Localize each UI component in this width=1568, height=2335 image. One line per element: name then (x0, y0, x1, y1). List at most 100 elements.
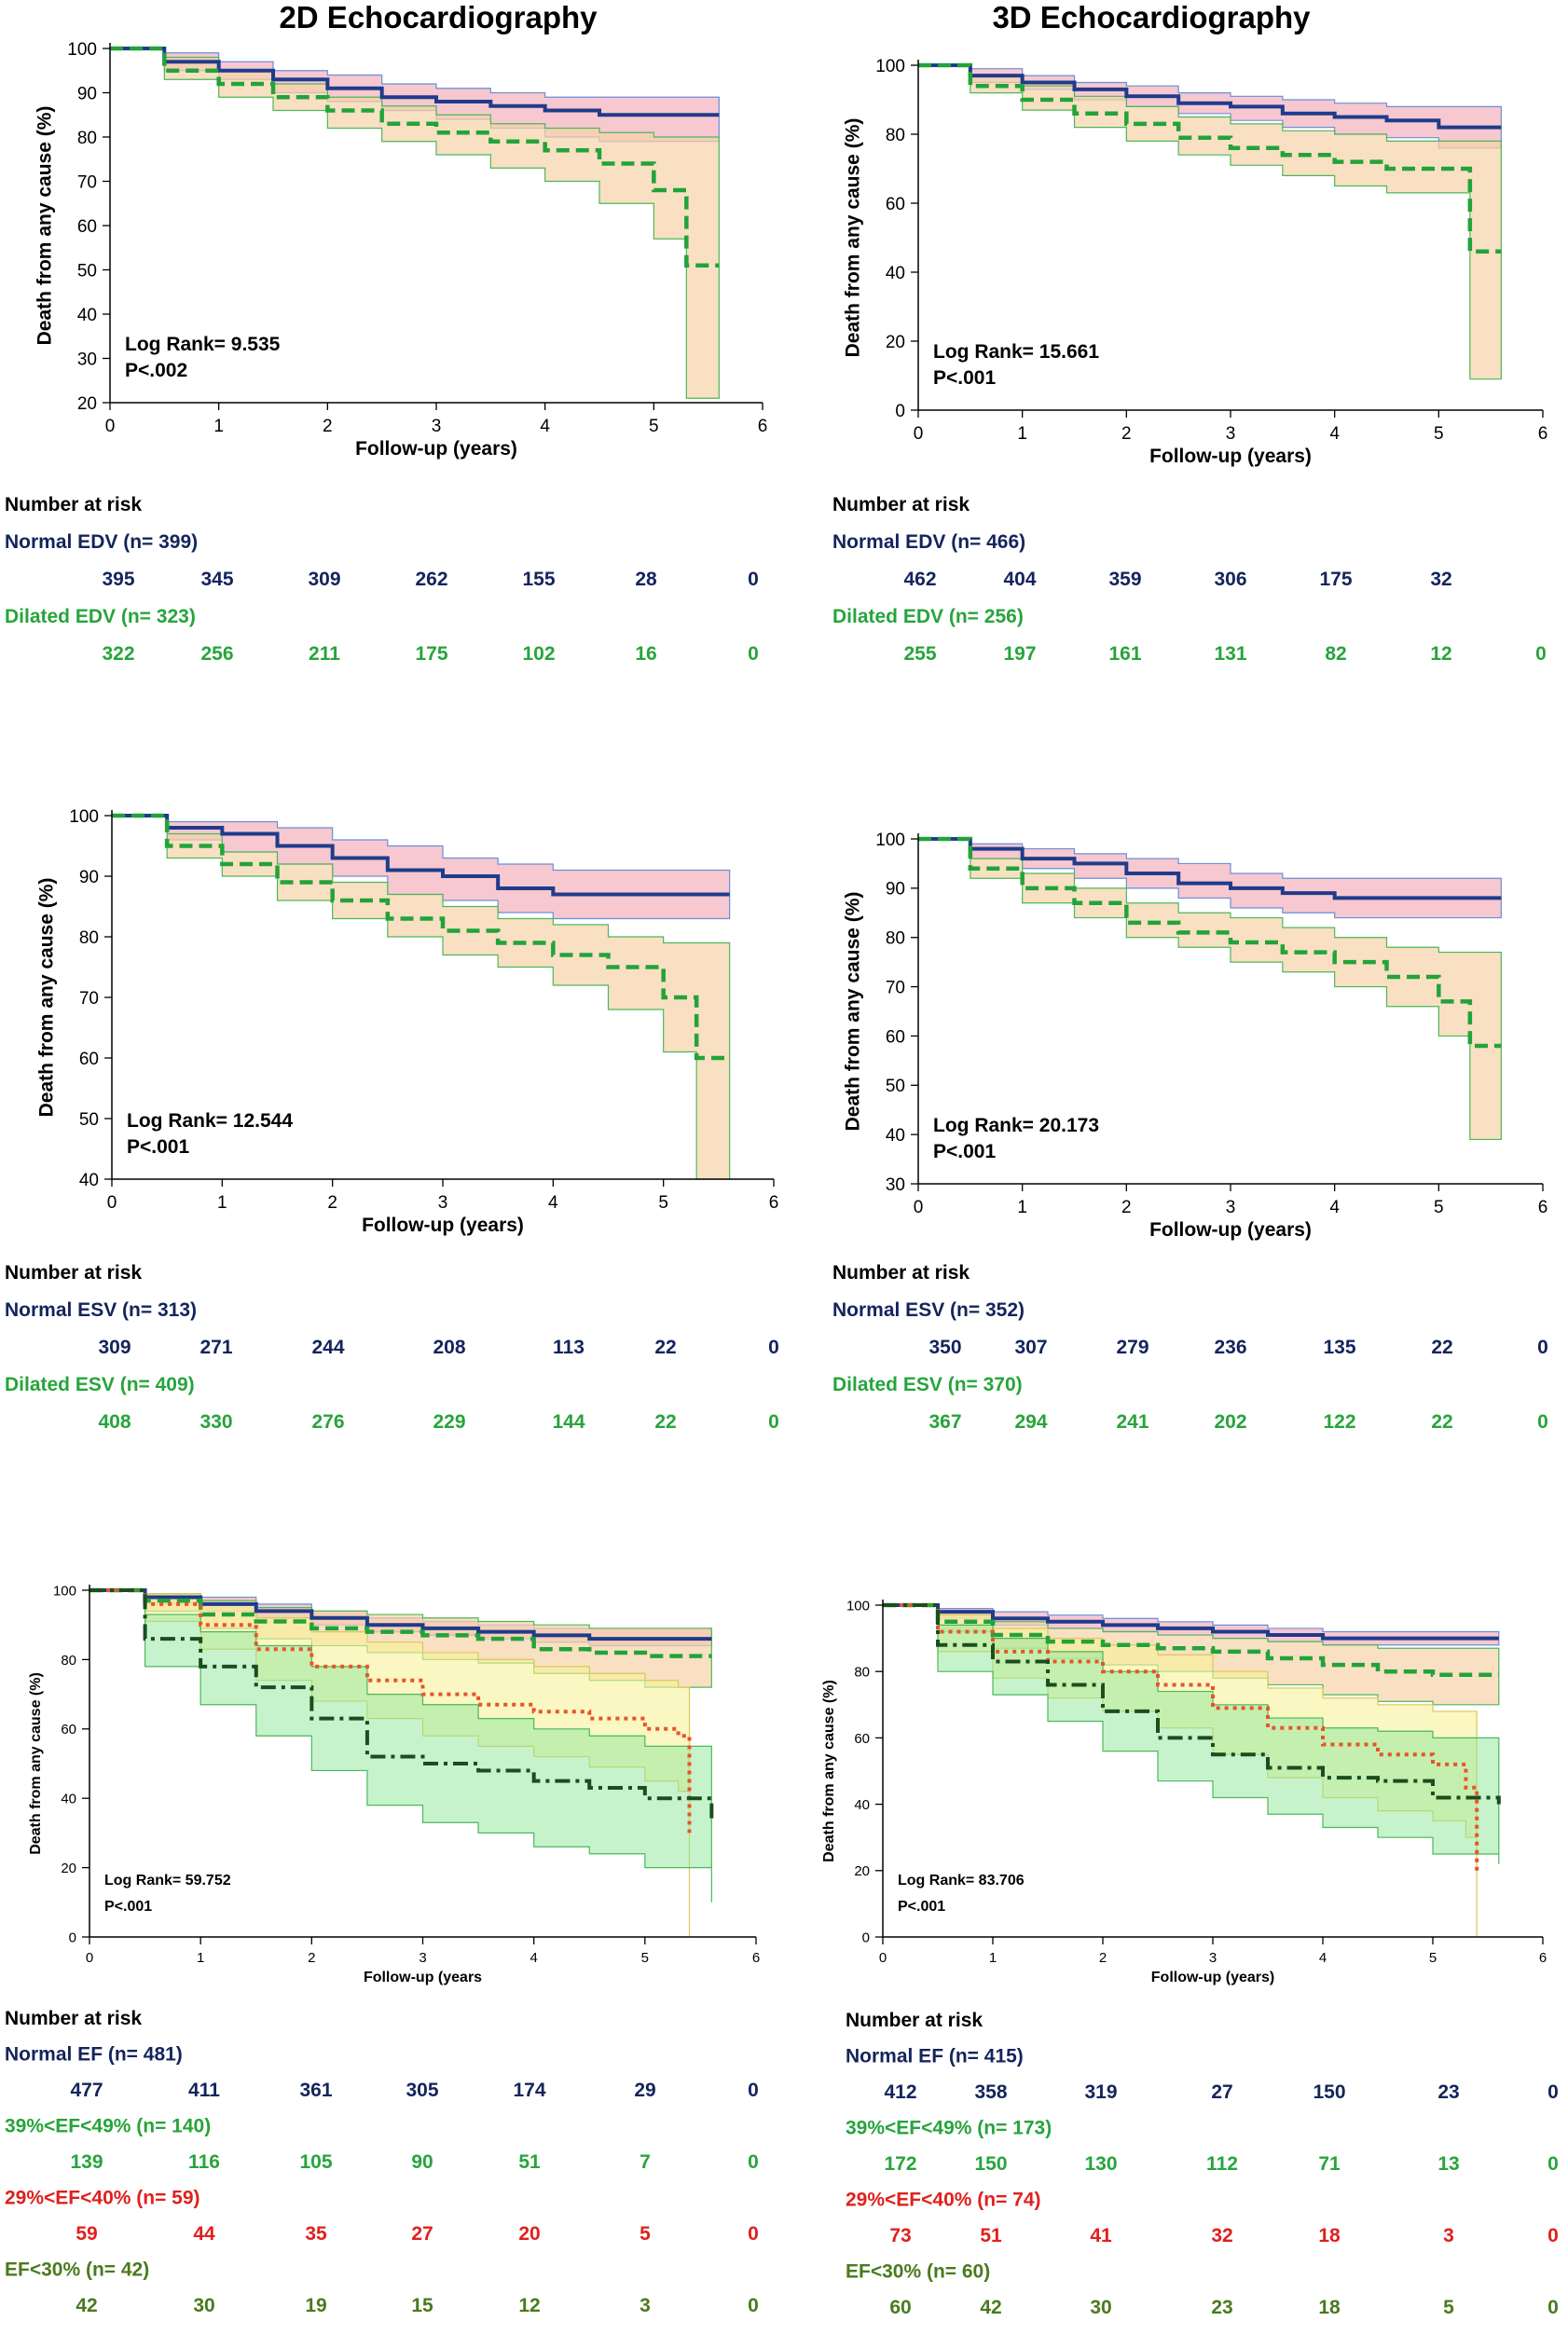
y-tick-label: 20 (61, 1861, 76, 1876)
risk-count: 0 (1537, 1337, 1548, 1358)
risk-count: 139 (70, 2151, 103, 2173)
x-tick-label: 5 (641, 1950, 649, 1966)
x-tick-label: 1 (213, 417, 224, 436)
x-tick-label: 6 (769, 1193, 779, 1213)
risk-count: 361 (299, 2080, 332, 2101)
risk-count: 322 (102, 643, 134, 665)
risk-count: 131 (1214, 643, 1246, 665)
risk-count: 27 (1211, 2081, 1232, 2103)
risk-count: 155 (522, 569, 555, 590)
risk-count: 255 (903, 643, 936, 665)
risk-count: 0 (1547, 2225, 1559, 2246)
y-tick-label: 0 (862, 1930, 870, 1945)
x-tick-label: 0 (105, 417, 116, 436)
risk-count: 41 (1090, 2225, 1112, 2246)
risk-count: 3 (640, 2295, 651, 2316)
risk-count: 358 (974, 2081, 1007, 2103)
x-tick-label: 3 (1226, 1198, 1236, 1217)
risk-count: 345 (200, 569, 233, 590)
y-tick-label: 40 (77, 306, 97, 325)
risk-table-5: Number at risk Normal EF (n= 481) 477 411 36… (5, 2008, 759, 2316)
survival-line-3 (89, 1588, 692, 1834)
risk-count: 16 (635, 643, 656, 665)
y-axis-label: Death from any cause (%) (821, 1680, 837, 1862)
x-tick-label: 4 (1329, 424, 1340, 444)
risk-count: 113 (553, 1337, 585, 1358)
y-tick-label: 40 (79, 1171, 99, 1190)
x-tick-label: 6 (1539, 1950, 1547, 1966)
risk-count: 294 (1014, 1411, 1047, 1433)
survival-line-1 (918, 837, 1502, 900)
risk-count: 28 (635, 569, 657, 590)
x-axis-label: Follow-up (years) (362, 1215, 524, 1236)
risk-count: 32 (1430, 569, 1451, 590)
risk-count: 241 (1116, 1411, 1148, 1433)
risk-count: 22 (654, 1411, 676, 1433)
x-tick-label: 3 (1209, 1950, 1217, 1966)
x-tick-label: 6 (1538, 424, 1548, 444)
risk-table-2: Number at risk Normal EDV (n= 466) 462 404 3… (832, 494, 1547, 665)
risk-count: 175 (415, 643, 447, 665)
risk-count: 411 (188, 2080, 220, 2101)
y-axis-label: Death from any cause (%) (36, 878, 58, 1118)
y-tick-label: 80 (854, 1665, 870, 1681)
y-tick-label: 50 (886, 1077, 905, 1096)
risk-count: 12 (1430, 643, 1451, 665)
risk-count: 305 (406, 2080, 438, 2101)
risk-count: 0 (748, 2223, 759, 2245)
p-value: P<.002 (125, 360, 187, 381)
p-value: P<.001 (898, 1899, 945, 1915)
x-tick-label: 2 (1099, 1950, 1107, 1966)
risk-count: 73 (889, 2225, 911, 2246)
risk-count: 82 (1325, 643, 1346, 665)
risk-count: 150 (974, 2153, 1007, 2175)
logrank-stat: Log Rank= 15.661 (933, 341, 1099, 363)
risk-count: 367 (928, 1411, 961, 1433)
risk-count: 7 (640, 2151, 651, 2173)
y-tick-label: 60 (886, 1027, 905, 1047)
risk-count: 172 (884, 2153, 916, 2175)
risk-count: 112 (1206, 2153, 1238, 2175)
x-axis-label: Follow-up (years) (1149, 1219, 1312, 1241)
risk-count: 307 (1014, 1337, 1047, 1358)
risk-count: 271 (199, 1337, 232, 1358)
y-tick-label: 40 (854, 1797, 870, 1813)
x-tick-label: 1 (989, 1950, 997, 1966)
risk-header: Number at risk (832, 494, 970, 515)
risk-header: Number at risk (5, 2008, 142, 2029)
risk-count: 29 (634, 2080, 655, 2101)
risk-count: 309 (308, 569, 340, 590)
risk-count: 279 (1116, 1337, 1148, 1358)
risk-header: Number at risk (5, 1262, 142, 1284)
risk-count: 0 (1535, 643, 1547, 665)
x-tick-label: 4 (1319, 1950, 1327, 1966)
risk-count: 0 (1547, 2297, 1559, 2318)
x-axis-label: Follow-up (years) (1151, 1970, 1274, 1985)
risk-count: 350 (928, 1337, 961, 1358)
y-tick-label: 60 (886, 195, 905, 214)
km-chart-4: 30 40 50 60 70 80 90 100 0 1 2 3 4 5 6 Follow-up (years… (843, 831, 1548, 1241)
risk-count: 18 (1318, 2225, 1341, 2246)
risk-count: 5 (1443, 2297, 1454, 2318)
y-axis-label: Death from any cause (%) (843, 118, 864, 358)
risk-count: 359 (1108, 569, 1141, 590)
risk-count: 208 (433, 1337, 465, 1358)
risk-count: 175 (1319, 569, 1352, 590)
risk-count: 309 (98, 1337, 131, 1358)
risk-count: 20 (518, 2223, 540, 2245)
x-tick-label: 1 (217, 1193, 227, 1213)
risk-count: 13 (1437, 2153, 1459, 2175)
ci-band-2 (918, 64, 1502, 380)
risk-count: 19 (305, 2295, 326, 2316)
logrank-stat: Log Rank= 20.173 (933, 1115, 1099, 1136)
risk-count: 60 (889, 2297, 911, 2318)
risk-count: 102 (522, 643, 555, 665)
risk-count: 42 (980, 2297, 1001, 2318)
risk-header: Number at risk (5, 494, 142, 515)
x-tick-label: 2 (327, 1193, 337, 1213)
x-tick-label: 3 (419, 1950, 426, 1966)
x-tick-label: 0 (86, 1950, 93, 1966)
risk-count: 262 (415, 569, 447, 590)
